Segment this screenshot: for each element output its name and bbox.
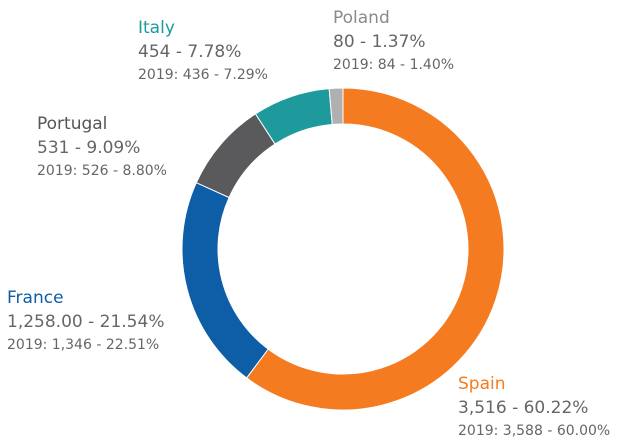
donut-slice xyxy=(181,181,269,379)
slice-value-label: 531 - 9.09% xyxy=(37,138,140,158)
slice-prior-label: 2019: 1,346 - 22.51% xyxy=(7,337,159,353)
slice-value-label: 80 - 1.37% xyxy=(333,32,426,52)
donut-slice xyxy=(328,87,344,126)
slice-value-label: 454 - 7.78% xyxy=(138,42,241,62)
slice-name: Poland xyxy=(333,8,390,28)
slice-prior-label: 2019: 84 - 1.40% xyxy=(333,57,454,73)
slice-value-label: 3,516 - 60.22% xyxy=(458,398,588,418)
slice-name: Italy xyxy=(138,18,175,38)
slice-name: Portugal xyxy=(37,114,107,134)
donut-slice xyxy=(245,87,505,411)
slice-prior-label: 2019: 3,588 - 60.00% xyxy=(458,423,610,439)
slice-prior-label: 2019: 436 - 7.29% xyxy=(138,67,268,83)
slice-value-label: 1,258.00 - 21.54% xyxy=(7,312,164,332)
slice-name: Spain xyxy=(458,374,506,394)
slice-prior-label: 2019: 526 - 8.80% xyxy=(37,163,167,179)
slice-name: France xyxy=(7,288,64,308)
